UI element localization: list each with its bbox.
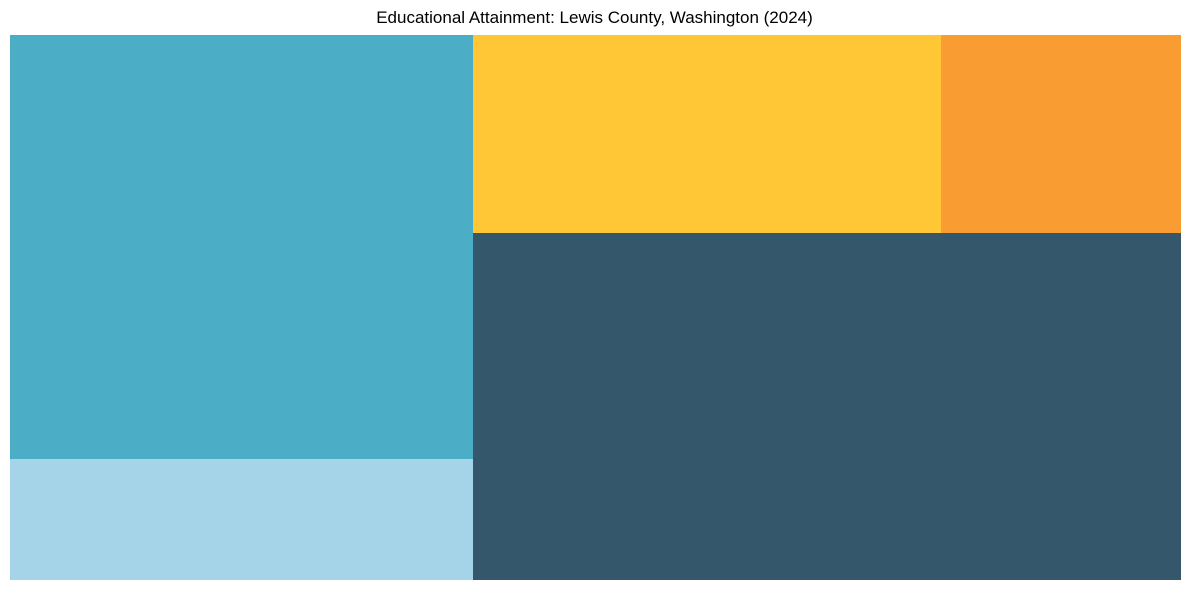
treemap-cell-yellow[interactable]	[473, 35, 941, 233]
treemap	[10, 35, 1181, 580]
treemap-cell-orange[interactable]	[940, 35, 1181, 233]
page-title: Educational Attainment: Lewis County, Wa…	[376, 8, 813, 27]
treemap-cell-teal[interactable]	[10, 35, 473, 459]
treemap-cell-light-blue[interactable]	[10, 459, 473, 580]
treemap-cell-dark-slate[interactable]	[473, 232, 1181, 580]
